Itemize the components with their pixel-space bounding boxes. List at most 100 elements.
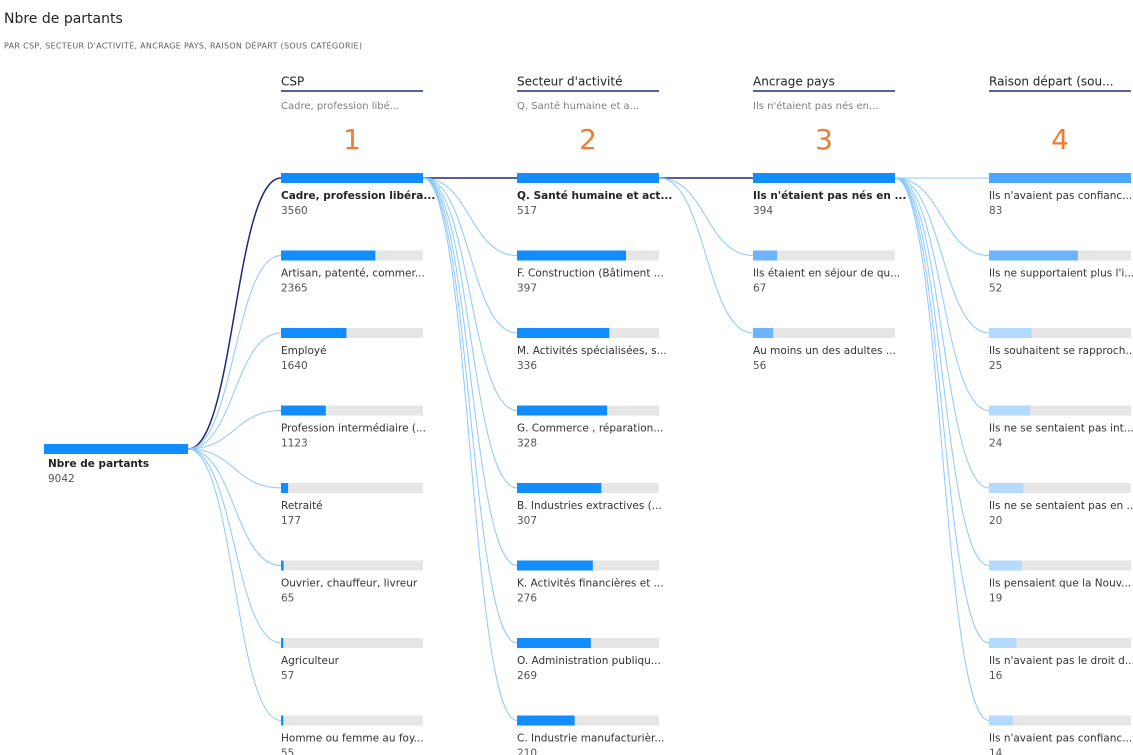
bar[interactable] xyxy=(517,715,575,726)
bar[interactable] xyxy=(281,560,284,571)
bar[interactable] xyxy=(517,173,659,183)
node-value: 394 xyxy=(753,205,773,217)
node-label: Homme ou femme au foy... xyxy=(281,733,424,745)
node-value: 276 xyxy=(517,593,537,605)
bar[interactable] xyxy=(989,638,1017,648)
node-value: 57 xyxy=(281,670,294,682)
bar-track xyxy=(989,715,1131,726)
node-label: Ils souhaitent se rapproch... xyxy=(989,345,1133,357)
connector xyxy=(894,177,990,566)
node-value: 1640 xyxy=(281,360,308,372)
node-label: Ils n'avaient pas confianc... xyxy=(989,733,1132,745)
connector xyxy=(894,177,990,256)
node-label: Artisan, patenté, commer... xyxy=(281,268,425,280)
bar[interactable] xyxy=(989,405,1031,416)
bar-track xyxy=(989,405,1131,416)
node-value: 210 xyxy=(517,748,537,755)
bar[interactable] xyxy=(281,328,347,338)
bar[interactable] xyxy=(281,638,284,648)
node-value: 52 xyxy=(989,283,1002,295)
bar-track xyxy=(281,405,423,416)
node-value: 328 xyxy=(517,438,537,450)
level-header: CSP xyxy=(281,75,304,89)
step-number: 4 xyxy=(1051,123,1069,156)
bar[interactable] xyxy=(281,715,284,726)
step-number: 2 xyxy=(579,123,597,156)
bar[interactable] xyxy=(989,560,1022,571)
node-label: B. Industries extractives (... xyxy=(517,500,662,512)
node-value: 24 xyxy=(989,438,1003,450)
bar[interactable] xyxy=(753,250,778,261)
bar[interactable] xyxy=(753,173,895,183)
connector xyxy=(658,177,754,334)
bar-track xyxy=(989,560,1131,571)
node-label: Au moins un des adultes ... xyxy=(753,345,896,357)
bar[interactable] xyxy=(989,250,1078,261)
level-selection: Cadre, profession libé... xyxy=(281,100,399,112)
connector xyxy=(187,255,282,450)
bar[interactable] xyxy=(281,173,423,183)
node-value: 67 xyxy=(753,283,766,295)
bar[interactable] xyxy=(517,405,608,416)
node-label: Agriculteur xyxy=(281,655,340,667)
bar-track xyxy=(517,715,659,726)
bar-track xyxy=(989,328,1131,338)
node-value: 16 xyxy=(989,670,1003,682)
bar-track xyxy=(753,328,895,338)
node-value: 19 xyxy=(989,593,1002,605)
node-label: Ils pensaient que la Nouv... xyxy=(989,578,1131,590)
bar[interactable] xyxy=(989,483,1024,493)
bar[interactable] xyxy=(517,250,627,261)
node-label: Ouvrier, chauffeur, livreur xyxy=(281,578,418,590)
node-value: 517 xyxy=(517,205,537,217)
node-value: 9042 xyxy=(48,473,75,485)
node-label: G. Commerce , réparation... xyxy=(517,423,663,435)
node-label: Ils ne supportaient plus l'i... xyxy=(989,268,1133,280)
bar[interactable] xyxy=(517,560,593,571)
node-label: K. Activités financières et ... xyxy=(517,578,664,590)
bar-track xyxy=(281,483,423,493)
bar[interactable] xyxy=(753,328,774,338)
node-value: 25 xyxy=(989,360,1002,372)
level-selection: Q. Santé humaine et a... xyxy=(517,100,639,112)
level-header: Secteur d'activité xyxy=(517,75,622,89)
connector xyxy=(422,177,518,256)
bar[interactable] xyxy=(517,328,610,338)
connector xyxy=(187,448,282,644)
connector xyxy=(422,177,518,489)
node-value: 20 xyxy=(989,515,1002,527)
connector xyxy=(187,332,282,450)
connector xyxy=(658,177,754,256)
connector xyxy=(422,177,518,411)
node-label: Q. Santé humaine et act... xyxy=(517,190,672,202)
node-label: Profession intermédiaire (... xyxy=(281,423,426,435)
node-value: 65 xyxy=(281,593,294,605)
bar-track xyxy=(281,328,423,338)
node-value: 55 xyxy=(281,748,294,755)
connector xyxy=(187,410,282,450)
node-label: Ils n'avaient pas le droit d... xyxy=(989,655,1133,667)
node-label: Nbre de partants xyxy=(48,458,149,470)
bar[interactable] xyxy=(281,250,376,261)
bar[interactable] xyxy=(989,328,1032,338)
node-value: 397 xyxy=(517,283,537,295)
bar[interactable] xyxy=(281,405,326,416)
node-value: 3560 xyxy=(281,205,308,217)
bar[interactable] xyxy=(517,638,591,648)
connector xyxy=(422,177,518,644)
bar[interactable] xyxy=(44,444,188,454)
bar-track xyxy=(281,715,423,726)
node-label: Retraité xyxy=(281,500,323,512)
connector xyxy=(894,177,990,721)
connector xyxy=(422,177,518,721)
connector xyxy=(894,177,990,644)
level-selection: Ils n'étaient pas nés en... xyxy=(753,100,879,112)
bar-track xyxy=(281,638,423,648)
bar[interactable] xyxy=(517,483,602,493)
bar[interactable] xyxy=(989,715,1013,726)
node-label: Ils n'étaient pas nés en ... xyxy=(753,190,906,202)
node-label: Ils étaient en séjour de qu... xyxy=(753,268,900,280)
connector xyxy=(422,177,518,334)
bar[interactable] xyxy=(989,173,1131,183)
bar[interactable] xyxy=(281,483,289,493)
